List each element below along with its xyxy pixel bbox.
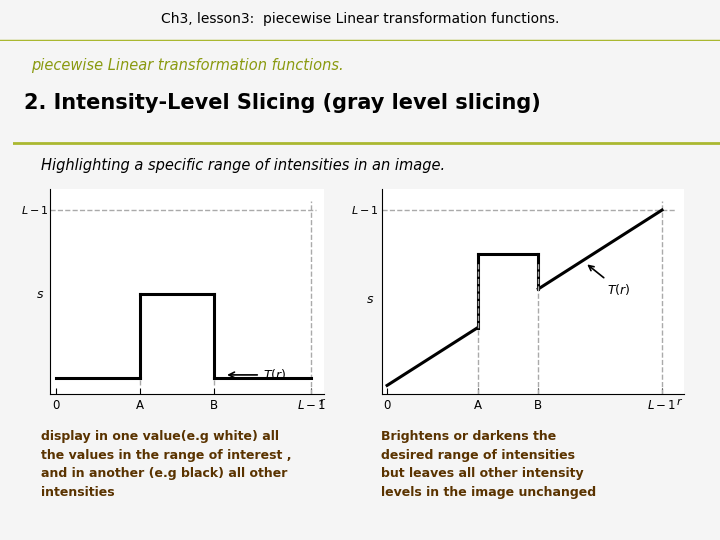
Text: 2. Intensity-Level Slicing (gray level slicing): 2. Intensity-Level Slicing (gray level s… xyxy=(24,93,540,113)
Text: piecewise Linear transformation functions.: piecewise Linear transformation function… xyxy=(31,58,343,73)
Text: r: r xyxy=(676,397,681,407)
Text: s: s xyxy=(37,288,43,301)
Text: r: r xyxy=(319,397,324,407)
Text: Highlighting a specific range of intensities in an image.: Highlighting a specific range of intensi… xyxy=(41,158,446,173)
Text: $T(r)$: $T(r)$ xyxy=(589,266,631,297)
Text: s: s xyxy=(367,293,374,306)
Text: Approach 1: Approach 1 xyxy=(63,193,152,207)
Text: Ch3, lesson3:  piecewise Linear transformation functions.: Ch3, lesson3: piecewise Linear transform… xyxy=(161,12,559,26)
Text: display in one value(e.g white) all
the values in the range of interest ,
and in: display in one value(e.g white) all the … xyxy=(41,430,292,498)
Text: $T(r)$: $T(r)$ xyxy=(263,367,286,382)
Text: $L-1$: $L-1$ xyxy=(351,204,379,216)
Text: Brightens or darkens the
desired range of intensities
but leaves all other inten: Brightens or darkens the desired range o… xyxy=(381,430,595,498)
Text: $L-1$: $L-1$ xyxy=(21,204,49,216)
Text: Approach 2: Approach 2 xyxy=(395,193,484,207)
